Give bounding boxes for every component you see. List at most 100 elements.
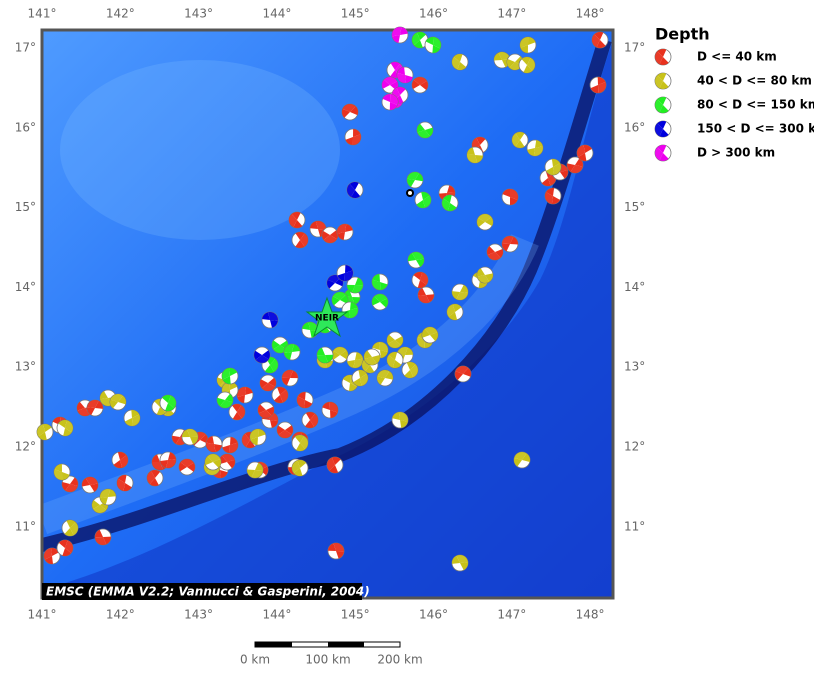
ball-half [424, 327, 438, 335]
lon-label: 147° [497, 608, 526, 622]
legend-symbol [654, 96, 672, 114]
event-symbol [417, 286, 435, 304]
event-symbol [518, 56, 536, 74]
lat-label: 15° [624, 200, 645, 214]
ball-half [308, 322, 319, 332]
event-symbol [178, 458, 196, 476]
ball-half [576, 145, 585, 158]
ball-half [70, 522, 79, 536]
event-symbol [411, 76, 429, 94]
ball-lune [347, 352, 363, 368]
event-symbol [109, 393, 127, 411]
ball-lune [388, 352, 402, 368]
ball-lune [473, 271, 487, 289]
event-symbol [341, 103, 359, 121]
ball-lune [443, 195, 457, 211]
event-symbol [416, 121, 434, 139]
ball-half [455, 366, 469, 374]
event-symbol [386, 331, 404, 349]
ball-lune [657, 120, 669, 138]
event-symbol [291, 459, 309, 477]
event-symbol [486, 243, 504, 261]
event-symbol [123, 409, 141, 427]
ball-half [258, 410, 272, 419]
ball-lune [404, 362, 416, 378]
event-symbol [221, 436, 239, 454]
event-symbol [221, 367, 239, 385]
event-symbol [81, 476, 99, 494]
ball-half [655, 147, 663, 161]
event-symbol [276, 421, 294, 439]
event-symbols [36, 26, 609, 572]
event-symbol [301, 321, 319, 339]
ball-half [347, 183, 355, 197]
lat-label: 14° [624, 280, 645, 294]
ball-half [85, 476, 98, 485]
event-symbol [371, 273, 389, 291]
event-symbol [228, 403, 246, 421]
ball-half [655, 123, 663, 137]
ball-lune [521, 56, 533, 74]
event-symbol [181, 428, 199, 446]
legend-title: Depth [655, 25, 710, 44]
ball-half [411, 251, 424, 260]
event-symbol [111, 451, 129, 469]
event-symbol [576, 144, 594, 162]
ball-half [289, 214, 297, 228]
event-symbol [526, 139, 544, 157]
event-symbol [441, 194, 459, 212]
ball-half [229, 442, 238, 454]
event-symbol [371, 293, 389, 311]
ball-half [168, 395, 177, 409]
ball-lune [274, 386, 286, 404]
ball-half [221, 368, 230, 380]
event-symbol [451, 554, 469, 572]
ball-half [268, 312, 278, 321]
event-symbol [454, 365, 472, 383]
ball-lune [237, 387, 253, 403]
event-symbol [336, 264, 354, 282]
event-symbol [396, 66, 414, 84]
ball-half [498, 51, 510, 60]
ball-half [514, 452, 527, 460]
ball-half [251, 470, 263, 479]
ball-half [132, 414, 141, 426]
event-symbol [446, 303, 464, 321]
event-symbol [53, 463, 71, 481]
ball-half [598, 81, 607, 93]
ball-half [95, 537, 107, 546]
ball-lune [291, 212, 303, 228]
event-symbol [493, 51, 511, 69]
ball-half [332, 291, 346, 300]
ball-half [456, 554, 468, 563]
ball-half [147, 471, 155, 485]
ball-lune [328, 543, 344, 559]
event-symbol [99, 488, 117, 506]
ball-lune [232, 404, 242, 420]
lat-label: 17° [15, 41, 36, 55]
ball-lune [416, 191, 430, 209]
ball-lune [392, 412, 408, 428]
ball-lune [453, 53, 467, 71]
ball-half [37, 424, 45, 437]
ball-lune [293, 459, 307, 477]
event-symbol [326, 456, 344, 474]
ball-half [300, 436, 309, 450]
ball-half [87, 399, 99, 408]
ball-half [93, 505, 107, 514]
ball-half [383, 76, 398, 85]
ball-half [510, 188, 519, 200]
ball-half [151, 462, 163, 471]
event-symbol [301, 411, 319, 429]
ball-half [398, 412, 408, 422]
event-symbol [321, 226, 339, 244]
event-symbol [291, 231, 309, 249]
event-symbol [216, 391, 234, 409]
lon-label: 142° [106, 7, 135, 21]
legend-label: D > 300 km [697, 146, 775, 160]
event-symbol [249, 428, 267, 446]
event-symbol [86, 399, 104, 417]
event-symbol [271, 336, 289, 354]
ball-lune [425, 36, 441, 54]
